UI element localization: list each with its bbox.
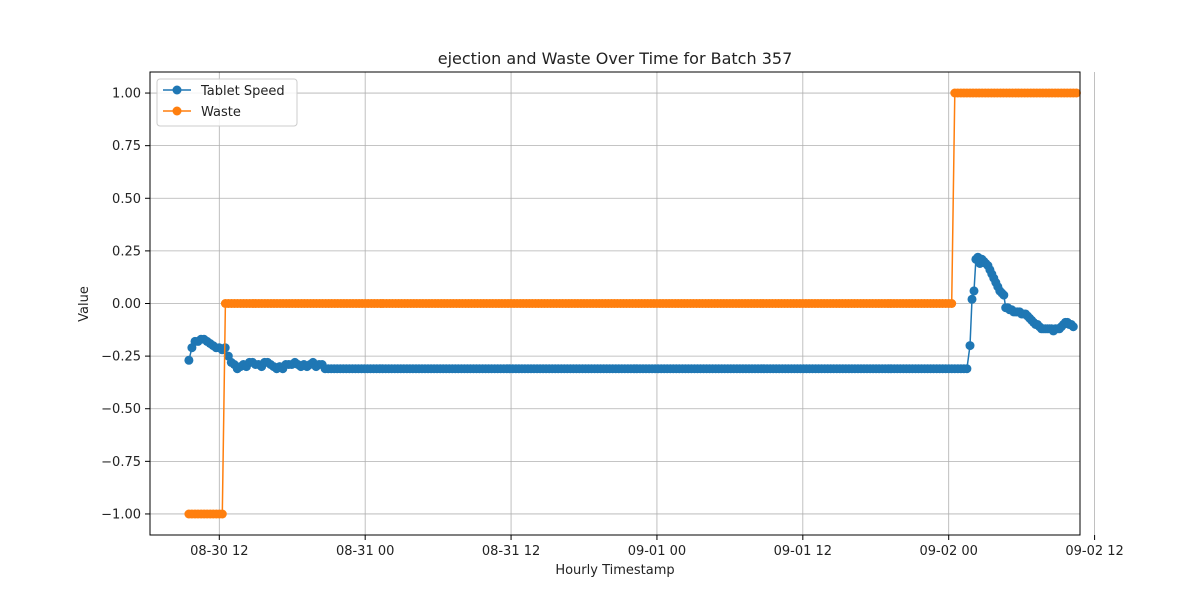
data-point-waste [947, 299, 957, 308]
x-tick-label: 09-01 00 [628, 544, 686, 559]
x-axis-title: Hourly Timestamp [555, 563, 674, 578]
data-point-tablet-speed [965, 341, 975, 351]
data-point-tablet-speed [969, 286, 979, 296]
y-axis: 1.00 0.75 0.50 0.25 0.00 −0.25 −0.50 −0.75 −1.00 [101, 87, 150, 522]
y-tick-label: 0.00 [112, 297, 141, 312]
y-tick-label: −1.00 [101, 507, 141, 522]
x-tick-label: 08-31 00 [336, 544, 394, 559]
x-tick-label: 09-01 12 [774, 544, 832, 559]
y-tick-label: 1.00 [112, 87, 141, 102]
legend-label-waste: Waste [201, 105, 241, 120]
legend-marker-tablet-speed [172, 85, 182, 95]
y-tick-label: 0.50 [112, 192, 141, 207]
data-point-waste [217, 509, 227, 519]
data-point-tablet-speed [999, 290, 1009, 300]
x-tick-label: 09-02 12 [1065, 544, 1123, 559]
x-axis: 08-30 12 08-31 00 08-31 12 09-01 00 09-01 12… [190, 535, 1124, 559]
y-tick-label: 0.75 [112, 139, 141, 154]
series-tablet-speed [184, 252, 1078, 374]
y-tick-label: −0.25 [101, 350, 141, 365]
data-point-tablet-speed [184, 355, 194, 365]
legend: Tablet Speed Waste [156, 78, 298, 127]
y-tick-label: −0.75 [101, 455, 141, 470]
legend-marker-waste [172, 106, 182, 116]
legend-box [156, 78, 298, 127]
legend-label-tablet-speed: Tablet Speed [200, 84, 285, 99]
series-waste [184, 88, 1081, 519]
series-layer [184, 88, 1081, 519]
x-tick-label: 09-02 00 [919, 544, 977, 559]
chart-title: ejection and Waste Over Time for Batch 3… [438, 49, 793, 68]
y-tick-label: 0.25 [112, 244, 141, 259]
data-point-waste [1071, 88, 1081, 98]
y-tick-label: −0.50 [101, 402, 141, 417]
data-point-tablet-speed [1068, 322, 1078, 332]
x-tick-label: 08-31 12 [482, 544, 540, 559]
y-axis-title: Value [77, 286, 92, 322]
grid-lines [150, 72, 1095, 535]
data-point-tablet-speed [962, 364, 972, 374]
x-tick-label: 08-30 12 [190, 544, 248, 559]
data-point-tablet-speed [967, 294, 977, 304]
